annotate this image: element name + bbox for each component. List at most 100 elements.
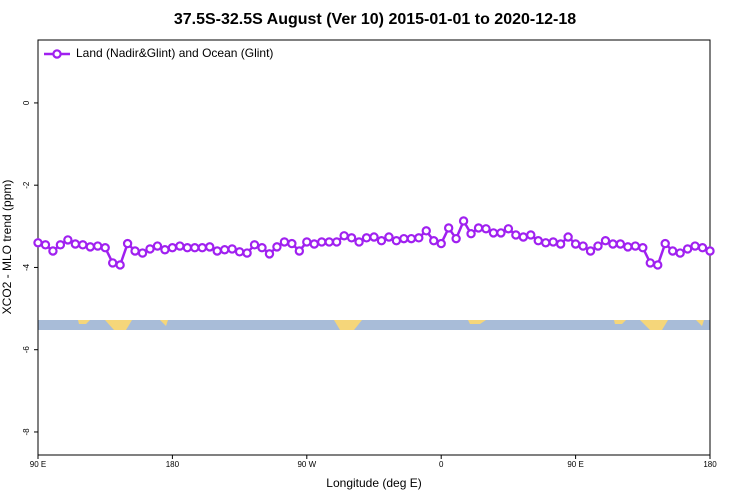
data-point xyxy=(331,237,342,247)
data-point xyxy=(638,243,648,253)
data-point xyxy=(361,233,372,243)
data-point xyxy=(190,243,200,253)
chart-title: 37.5S-32.5S August (Ver 10) 2015-01-01 t… xyxy=(174,11,576,28)
data-point xyxy=(294,246,305,256)
data-point xyxy=(33,238,43,248)
legend-label: Land (Nadir&Glint) and Ocean (Glint) xyxy=(76,46,273,60)
x-tick-label: 180 xyxy=(166,460,180,469)
data-point xyxy=(70,239,81,249)
data-point xyxy=(660,238,670,249)
data-point xyxy=(219,245,230,255)
data-point xyxy=(488,228,499,238)
data-point xyxy=(242,248,252,258)
land xyxy=(640,320,668,330)
data-point xyxy=(481,224,491,234)
data-point xyxy=(555,239,566,249)
data-point xyxy=(78,240,88,250)
y-tick-label: -6 xyxy=(22,346,31,354)
data-point xyxy=(212,246,222,256)
data-point xyxy=(137,248,148,258)
land xyxy=(468,320,486,324)
data-point xyxy=(496,228,506,238)
y-tick-label: -4 xyxy=(22,263,31,271)
ocean-band xyxy=(38,320,710,330)
data-point xyxy=(175,241,185,251)
data-point xyxy=(55,240,66,250)
data-point xyxy=(429,236,439,246)
data-point xyxy=(63,235,73,245)
data-point xyxy=(309,239,319,249)
data-point xyxy=(85,242,95,252)
data-point xyxy=(615,239,626,249)
data-point xyxy=(122,238,133,249)
data-point xyxy=(675,248,685,258)
data-point xyxy=(257,243,267,253)
data-point xyxy=(511,230,521,240)
data-point xyxy=(466,229,476,239)
data-point xyxy=(578,241,588,251)
data-point xyxy=(107,258,118,268)
data-point xyxy=(585,246,596,256)
data-point xyxy=(458,216,469,226)
data-point xyxy=(518,232,529,242)
y-tick-label: -8 xyxy=(22,428,31,436)
data-point xyxy=(302,237,312,247)
data-point xyxy=(369,232,379,242)
data-point xyxy=(279,237,290,247)
land xyxy=(614,320,626,324)
data-point xyxy=(406,233,417,244)
data-point xyxy=(630,241,641,251)
land xyxy=(105,320,132,330)
data-point xyxy=(667,246,678,256)
x-tick-label: 90 E xyxy=(30,460,46,469)
data-point xyxy=(690,241,700,251)
data-point xyxy=(339,231,349,241)
data-point xyxy=(414,233,424,243)
data-point xyxy=(354,237,364,247)
x-tick-label: 180 xyxy=(703,460,717,469)
data-point xyxy=(645,258,655,268)
map-strip xyxy=(38,320,710,330)
data-point xyxy=(272,242,282,252)
data-point xyxy=(600,236,611,246)
data-point xyxy=(653,260,663,270)
data-point xyxy=(376,236,387,246)
land xyxy=(696,320,704,326)
data-point xyxy=(160,245,170,255)
y-tick-label: 0 xyxy=(22,100,31,105)
data-point xyxy=(40,240,51,250)
data-point xyxy=(324,237,334,247)
data-point xyxy=(391,236,402,246)
data-point xyxy=(541,238,551,248)
x-tick-label: 90 W xyxy=(297,460,316,469)
data-point xyxy=(570,239,581,249)
data-point xyxy=(182,243,193,253)
data-point xyxy=(167,243,178,253)
plot-frame xyxy=(37,39,711,456)
data-point xyxy=(421,226,431,236)
data-point xyxy=(264,249,275,259)
data-point xyxy=(93,241,103,251)
data-point xyxy=(473,223,484,233)
data-point xyxy=(526,230,536,240)
data-point xyxy=(384,232,394,242)
data-point xyxy=(317,237,327,247)
x-tick-label: 90 E xyxy=(567,460,583,469)
data-point xyxy=(705,246,715,256)
data-point xyxy=(346,233,357,243)
data-point xyxy=(227,244,237,254)
data-point xyxy=(608,239,618,249)
x-tick-label: 0 xyxy=(439,460,444,469)
data-point xyxy=(100,243,110,253)
data-point xyxy=(145,244,155,254)
data-point xyxy=(197,243,207,253)
data-point xyxy=(451,233,461,244)
data-point xyxy=(399,233,409,244)
y-axis-label: XCO2 - MLO trend (ppm) xyxy=(0,180,14,315)
data-point xyxy=(287,238,297,249)
data-point xyxy=(443,223,454,233)
land xyxy=(160,320,168,326)
data-point xyxy=(152,241,163,251)
data-point xyxy=(593,241,603,251)
